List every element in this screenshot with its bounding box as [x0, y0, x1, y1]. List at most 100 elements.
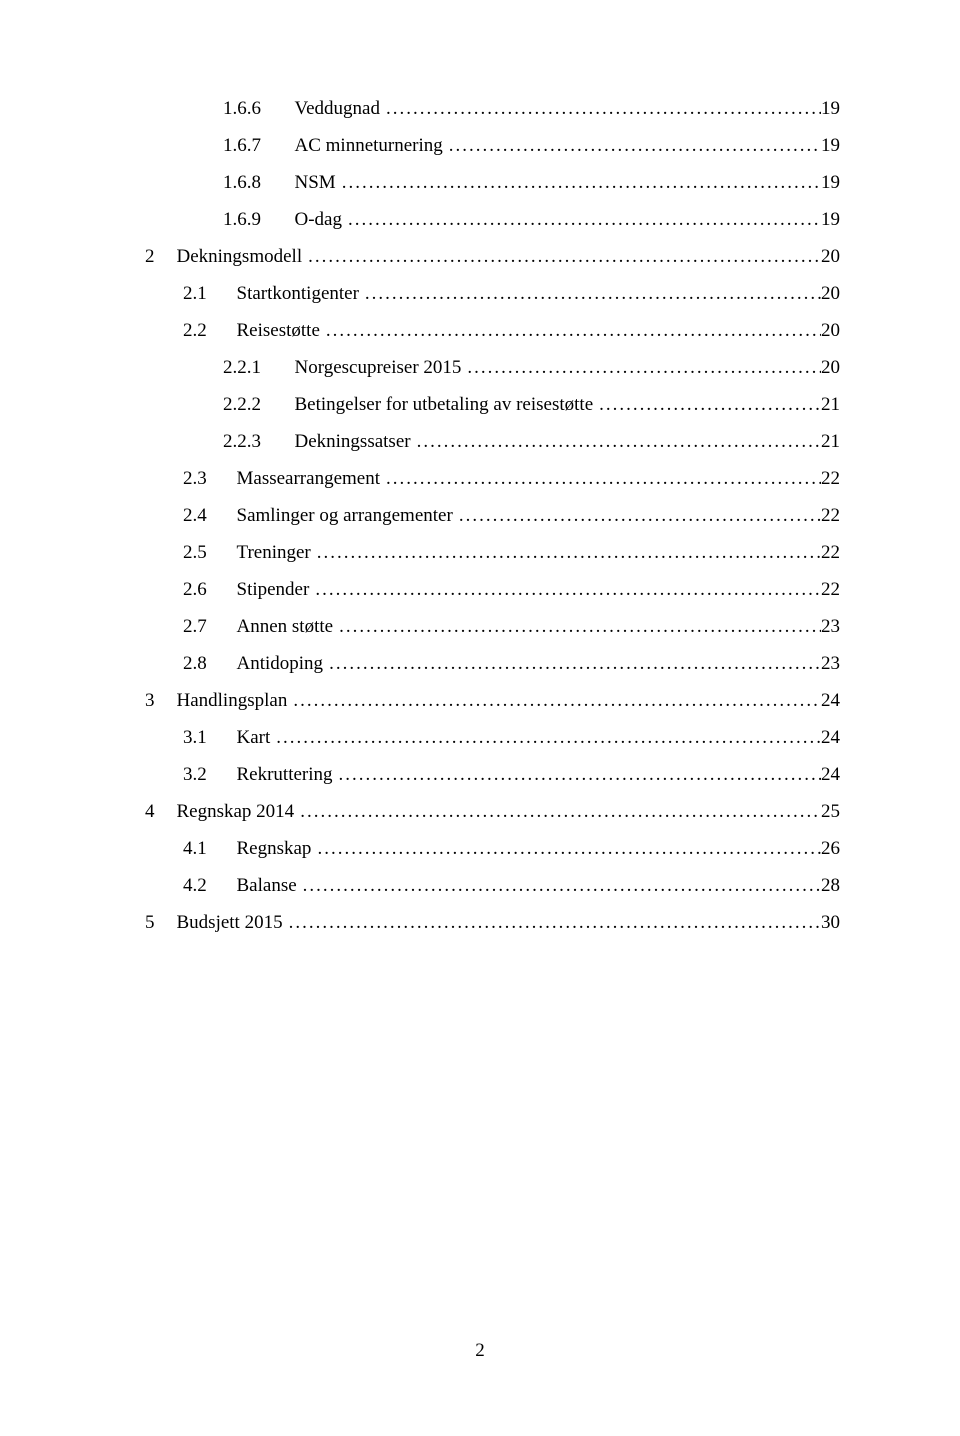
toc-entry-label: Betingelser for utbetaling av reisestøtt… [285, 386, 593, 423]
toc-leader-dots [309, 571, 821, 608]
toc-entry-page: 30 [821, 904, 840, 941]
toc-entry-page: 22 [821, 534, 840, 571]
toc-entry: 2.6Stipender22 [145, 571, 840, 608]
toc-entry: 2.2.1Norgescupreiser 201520 [145, 349, 840, 386]
toc-entry-page: 19 [821, 90, 840, 127]
toc-leader-dots [320, 312, 821, 349]
toc-leader-dots [593, 386, 821, 423]
toc-entry-page: 20 [821, 238, 840, 275]
toc-entry: 2Dekningsmodell20 [145, 238, 840, 275]
toc-entry-number: 1.6.8 [223, 164, 285, 201]
toc-entry: 2.3Massearrangement 22 [145, 460, 840, 497]
toc-entry-number: 2 [145, 238, 167, 275]
toc-entry-page: 20 [821, 312, 840, 349]
toc-entry: 2.2Reisestøtte 20 [145, 312, 840, 349]
toc-entry-label: Samlinger og arrangementer [227, 497, 453, 534]
toc-entry-page: 19 [821, 127, 840, 164]
toc-entry: 4Regnskap 201425 [145, 793, 840, 830]
toc-entry-number: 4.2 [183, 867, 227, 904]
toc-leader-dots [302, 238, 821, 275]
toc-entry-page: 25 [821, 793, 840, 830]
toc-leader-dots [336, 164, 821, 201]
toc-entry-number: 2.5 [183, 534, 227, 571]
toc-entry-label: Dekningssatser [285, 423, 411, 460]
toc-entry-label: Stipender [227, 571, 309, 608]
toc-entry-label: Budsjett 2015 [167, 904, 283, 941]
toc-leader-dots [461, 349, 821, 386]
toc-entry: 4.1Regnskap26 [145, 830, 840, 867]
toc-entry-number: 4.1 [183, 830, 227, 867]
toc-entry-page: 19 [821, 164, 840, 201]
toc-entry-label: Massearrangement [227, 460, 380, 497]
toc-entry-page: 22 [821, 460, 840, 497]
toc-leader-dots [323, 645, 821, 682]
toc-leader-dots [359, 275, 821, 312]
toc-entry-label: Treninger [227, 534, 311, 571]
toc-entry: 1.6.9O-dag19 [145, 201, 840, 238]
toc-entry-number: 2.8 [183, 645, 227, 682]
toc-leader-dots [380, 90, 821, 127]
toc-entry-page: 23 [821, 645, 840, 682]
toc-entry: 2.2.3Dekningssatser21 [145, 423, 840, 460]
toc-entry-page: 24 [821, 682, 840, 719]
toc-entry-number: 2.2.3 [223, 423, 285, 460]
toc-entry: 2.5Treninger 22 [145, 534, 840, 571]
toc-entry-number: 2.7 [183, 608, 227, 645]
toc-entry-number: 4 [145, 793, 167, 830]
toc-entry: 2.1Startkontigenter20 [145, 275, 840, 312]
toc-entry: 1.6.8NSM 19 [145, 164, 840, 201]
toc-entry-number: 2.1 [183, 275, 227, 312]
toc-entry-number: 2.4 [183, 497, 227, 534]
toc-entry-label: Handlingsplan [167, 682, 287, 719]
toc-entry-number: 1.6.6 [223, 90, 285, 127]
toc-leader-dots [342, 201, 821, 238]
toc-entry-label: Annen støtte [227, 608, 333, 645]
toc-entry-label: Kart [227, 719, 270, 756]
toc-entry: 2.8Antidoping 23 [145, 645, 840, 682]
toc-entry-label: Reisestøtte [227, 312, 320, 349]
toc-entry-number: 1.6.9 [223, 201, 285, 238]
toc-entry: 2.4Samlinger og arrangementer 22 [145, 497, 840, 534]
toc-entry-page: 20 [821, 349, 840, 386]
toc-entry-number: 1.6.7 [223, 127, 285, 164]
toc-entry: 3Handlingsplan 24 [145, 682, 840, 719]
toc-entry-number: 2.2 [183, 312, 227, 349]
toc-entry-page: 22 [821, 571, 840, 608]
toc-entry-label: Rekruttering [227, 756, 333, 793]
document-page: 1.6.6Veddugnad 19 1.6.7AC minneturnering 19… [0, 0, 960, 1436]
toc-leader-dots [283, 904, 821, 941]
toc-entry-label: NSM [285, 164, 336, 201]
toc-leader-dots [297, 867, 821, 904]
toc-leader-dots [380, 460, 821, 497]
toc-entry-label: Antidoping [227, 645, 323, 682]
toc-entry-number: 3.1 [183, 719, 227, 756]
toc-entry-number: 2.2.2 [223, 386, 285, 423]
toc-entry-label: Norgescupreiser 2015 [285, 349, 461, 386]
toc-entry: 2.2.2Betingelser for utbetaling av reise… [145, 386, 840, 423]
toc-leader-dots [287, 682, 821, 719]
toc-entry-number: 2.3 [183, 460, 227, 497]
toc-leader-dots [311, 830, 821, 867]
toc-leader-dots [294, 793, 821, 830]
toc-entry: 3.2Rekruttering 24 [145, 756, 840, 793]
toc-entry: 5Budsjett 201530 [145, 904, 840, 941]
page-number: 2 [0, 1340, 960, 1362]
toc-leader-dots [333, 756, 821, 793]
toc-leader-dots [311, 534, 821, 571]
toc-entry-label: Balanse [227, 867, 297, 904]
table-of-contents: 1.6.6Veddugnad 19 1.6.7AC minneturnering 19… [145, 90, 840, 941]
toc-entry-page: 22 [821, 497, 840, 534]
toc-entry-number: 3 [145, 682, 167, 719]
toc-entry-page: 19 [821, 201, 840, 238]
toc-entry-page: 24 [821, 719, 840, 756]
toc-entry-label: Veddugnad [285, 90, 380, 127]
toc-entry-page: 23 [821, 608, 840, 645]
toc-entry-page: 24 [821, 756, 840, 793]
toc-leader-dots [453, 497, 821, 534]
toc-entry-number: 3.2 [183, 756, 227, 793]
toc-entry-label: AC minneturnering [285, 127, 443, 164]
toc-entry-page: 20 [821, 275, 840, 312]
toc-entry: 3.1Kart 24 [145, 719, 840, 756]
toc-entry-page: 28 [821, 867, 840, 904]
toc-entry: 1.6.7AC minneturnering 19 [145, 127, 840, 164]
